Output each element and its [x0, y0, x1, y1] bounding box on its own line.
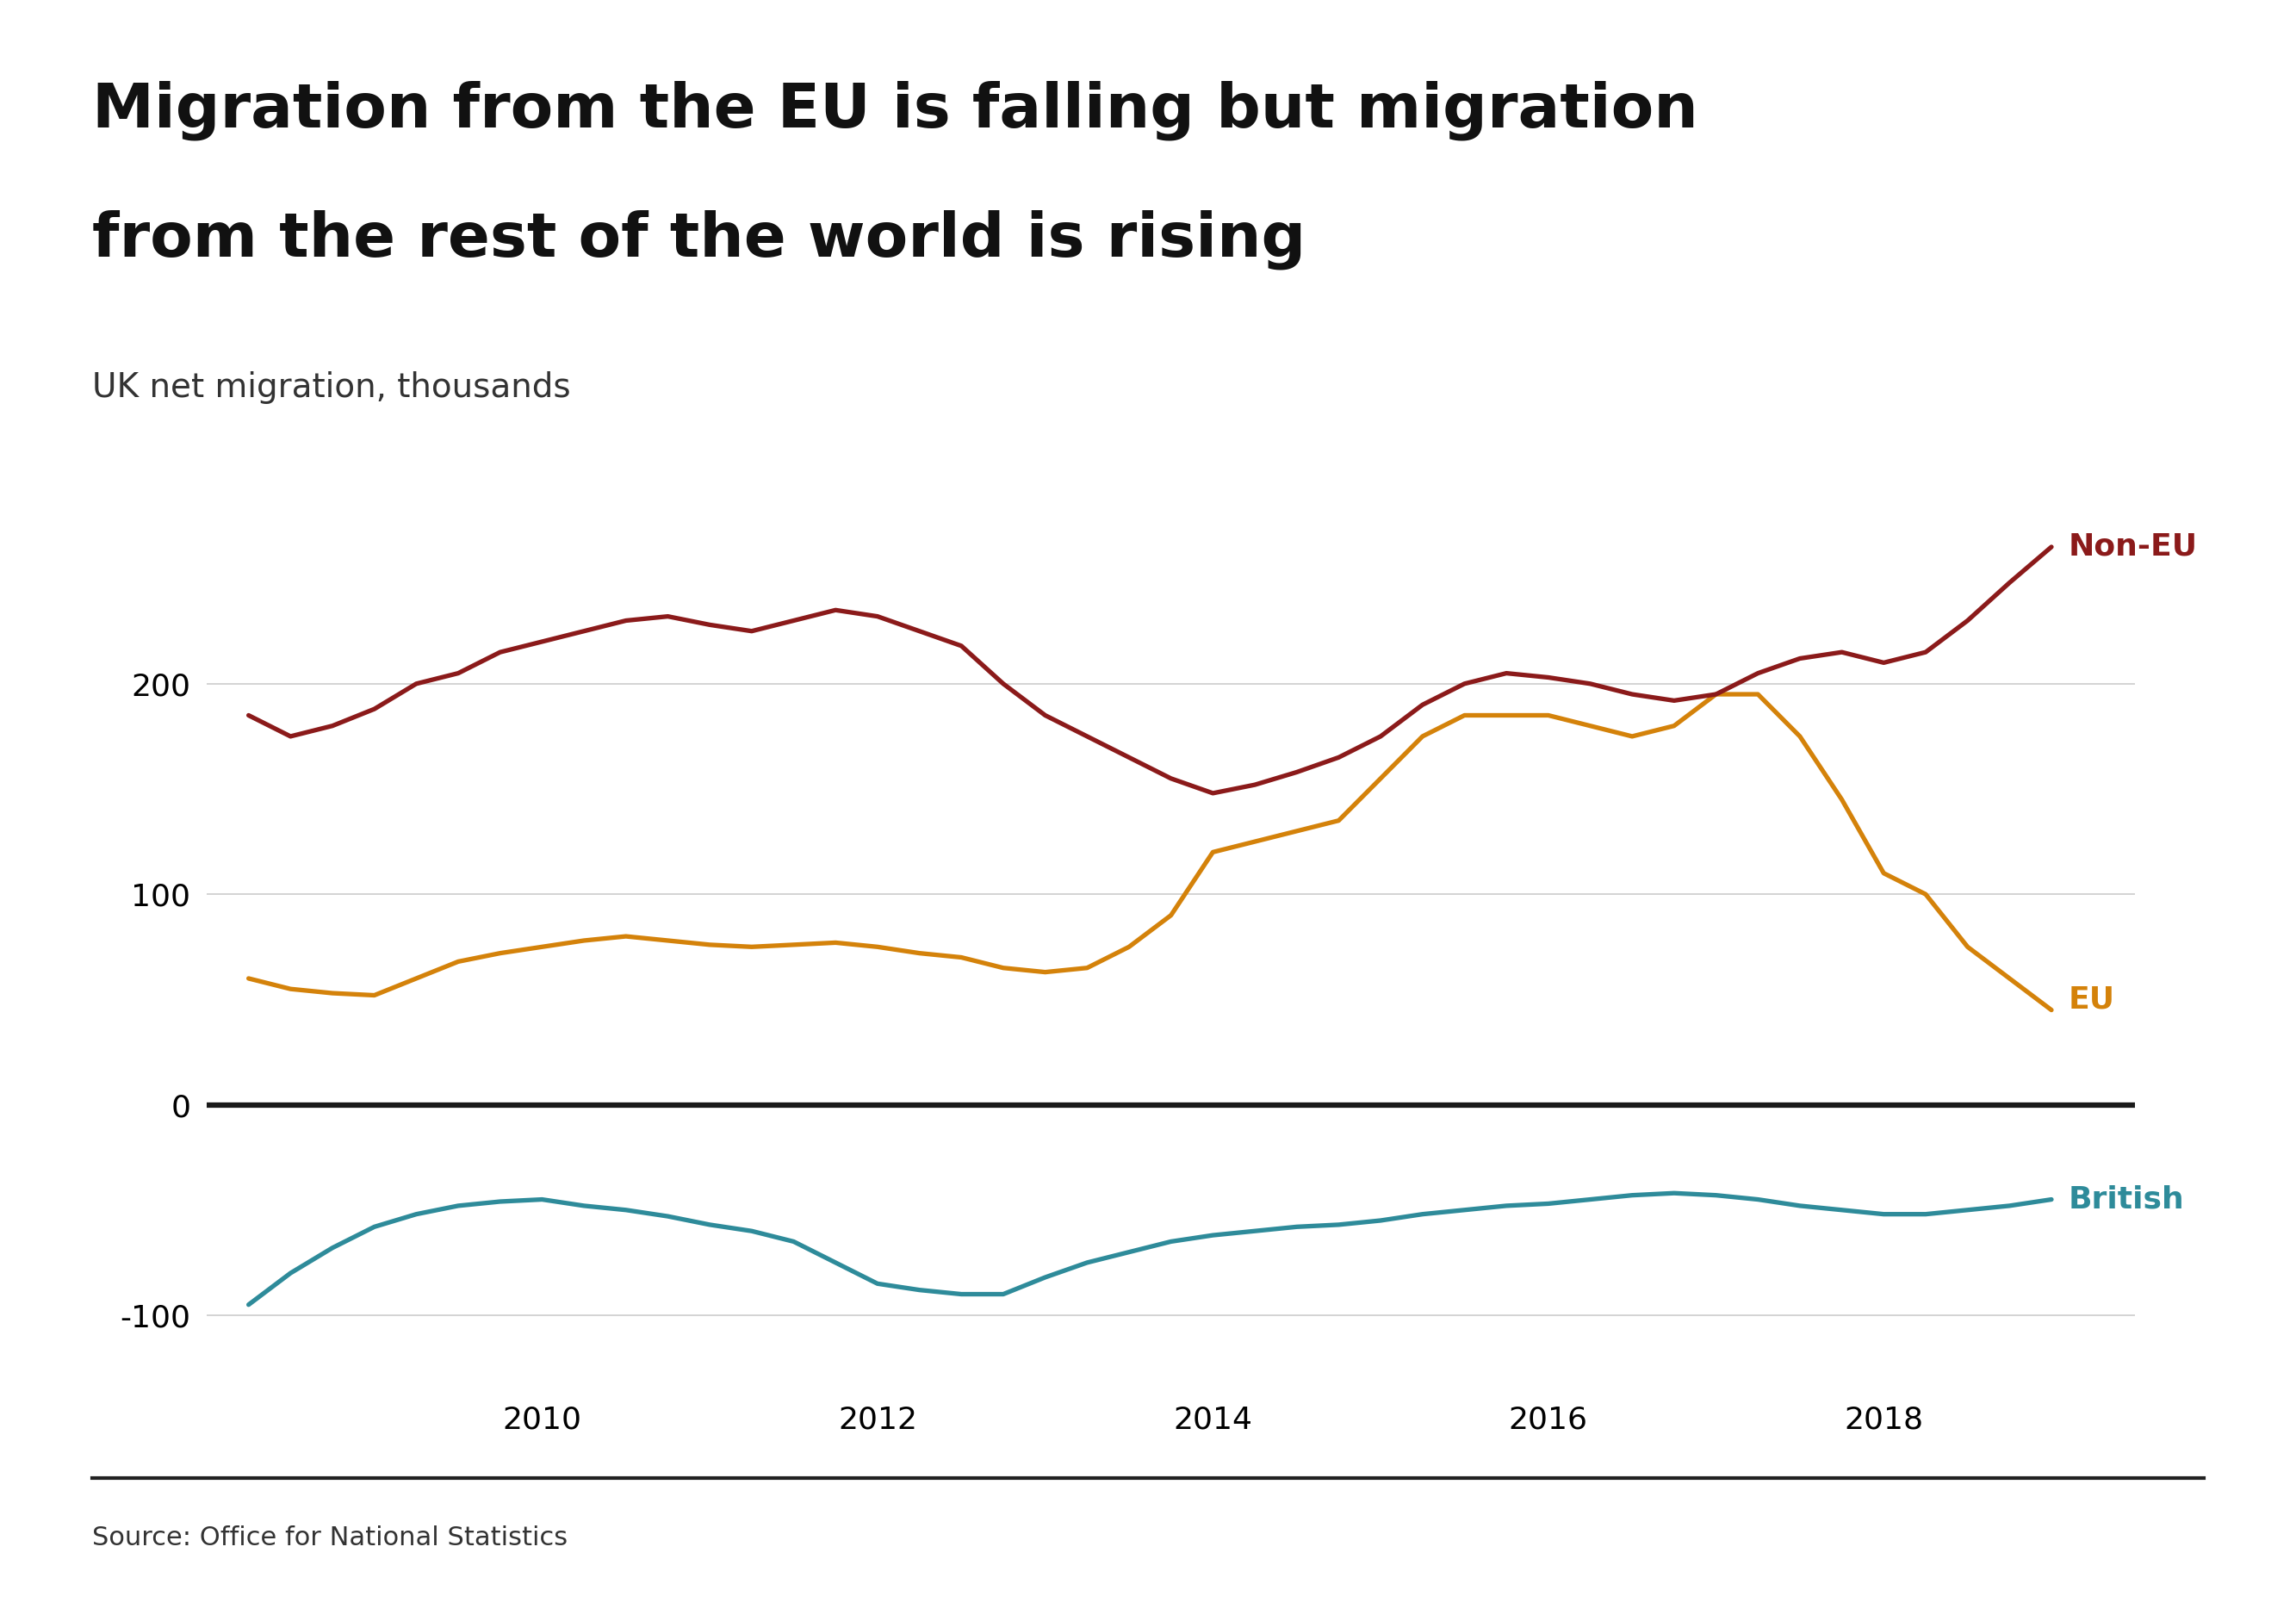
- Text: Migration from the EU is falling but migration: Migration from the EU is falling but mig…: [92, 81, 1697, 141]
- Text: C: C: [2216, 1528, 2243, 1565]
- Text: B: B: [2119, 1528, 2147, 1565]
- Text: Source: Office for National Statistics: Source: Office for National Statistics: [92, 1525, 567, 1550]
- Text: from the rest of the world is rising: from the rest of the world is rising: [92, 210, 1306, 270]
- Text: British: British: [2069, 1185, 2183, 1214]
- Text: Non-EU: Non-EU: [2069, 533, 2197, 562]
- Text: UK net migration, thousands: UK net migration, thousands: [92, 371, 569, 404]
- Text: EU: EU: [2069, 985, 2115, 1014]
- Text: B: B: [2023, 1528, 2050, 1565]
